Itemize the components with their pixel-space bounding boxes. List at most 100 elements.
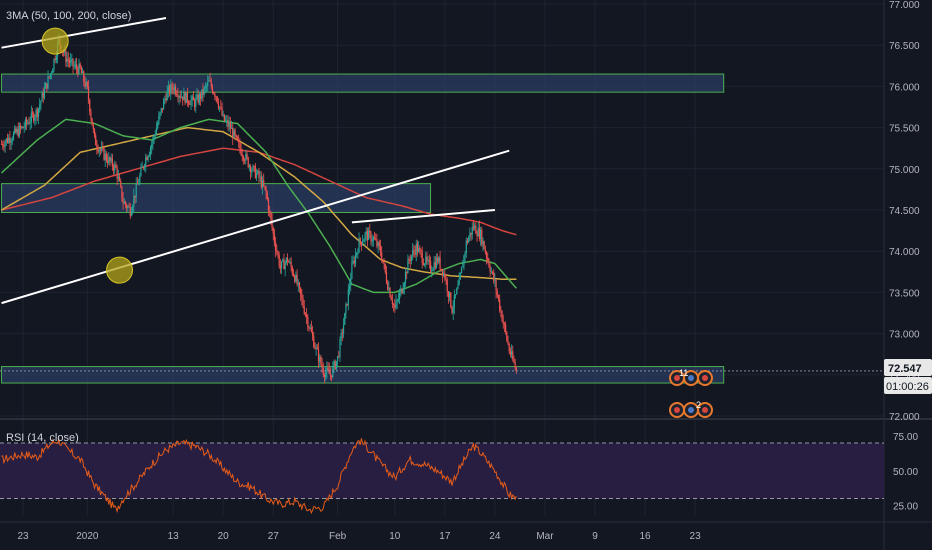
- candle-body: [381, 252, 383, 261]
- candle-body: [329, 374, 332, 376]
- candle-body: [14, 128, 16, 133]
- trendline[interactable]: [351, 209, 495, 224]
- candle-body: [422, 262, 424, 265]
- candle-body: [359, 238, 361, 242]
- candle-body: [108, 157, 110, 164]
- candle-body: [33, 113, 35, 121]
- candle-body: [362, 241, 364, 245]
- candle-body: [477, 227, 479, 237]
- candle-body: [46, 83, 48, 89]
- candle-body: [345, 303, 347, 314]
- candle-body: [476, 233, 478, 237]
- countdown-badge: [884, 377, 932, 394]
- candle-body: [87, 86, 90, 100]
- candle-body: [2, 144, 4, 147]
- trendline[interactable]: [1, 17, 167, 49]
- event-markers[interactable]: 11 2: [669, 368, 713, 418]
- candle-body: [132, 206, 134, 212]
- candle-body: [438, 257, 440, 263]
- candle-body: [400, 288, 402, 293]
- candle-body: [357, 252, 359, 254]
- time-axis[interactable]: 23 2020 13 20 27 Feb 10 17 24 Mar 9 16 23: [17, 531, 701, 542]
- candle-body: [410, 255, 413, 261]
- candle-body: [491, 271, 494, 273]
- time-tick-label: Mar: [536, 531, 554, 542]
- candle-body: [396, 300, 398, 302]
- candle-body: [71, 58, 73, 60]
- candle-body: [5, 138, 7, 143]
- rsi-tick-label: 25.00: [893, 502, 918, 513]
- candle-body: [508, 344, 510, 352]
- candle-body: [323, 374, 326, 377]
- candle-body: [433, 262, 435, 270]
- candle-body: [295, 274, 297, 282]
- candle-body: [99, 149, 102, 151]
- price-tick-label: 74.000: [889, 247, 920, 258]
- candle-body: [203, 87, 205, 95]
- price-zone: [1, 183, 432, 213]
- earnings-flag-icon: [702, 407, 708, 413]
- candle-body: [180, 96, 183, 98]
- candle-body: [168, 86, 171, 94]
- candle-body: [18, 125, 21, 137]
- candle-body: [431, 270, 433, 272]
- candles: [0, 33, 517, 384]
- candle-body: [347, 289, 349, 306]
- main-indicator-label[interactable]: 3MA (50, 100, 200, close): [6, 10, 131, 22]
- price-tick-label: 73.500: [889, 288, 920, 299]
- support-resistance-zones: [1, 73, 725, 384]
- candle-body: [120, 181, 122, 187]
- candle-body: [360, 241, 363, 245]
- event-count-badge: 11: [679, 368, 688, 378]
- candle-body: [42, 92, 44, 98]
- candle-body: [145, 157, 147, 166]
- price-axis[interactable]: 72.000 72.500 73.000 73.500 74.000 74.500 75.0…: [889, 0, 920, 513]
- candle-body: [408, 259, 410, 261]
- trendlines[interactable]: [1, 17, 510, 305]
- candle-body: [310, 327, 312, 332]
- candle-body: [356, 252, 358, 255]
- rsi-band: [0, 442, 884, 500]
- candle-body: [264, 185, 266, 188]
- candle-body: [373, 237, 376, 240]
- candle-body: [257, 170, 259, 174]
- price-badge: [884, 359, 932, 376]
- candle-body: [331, 375, 333, 377]
- time-tick-label: 23: [17, 531, 29, 542]
- candle-body: [314, 347, 316, 349]
- candle-body: [423, 264, 426, 265]
- candle-body: [395, 301, 397, 308]
- candle-body: [499, 299, 501, 311]
- candle-body: [66, 58, 68, 62]
- candle-body: [263, 180, 265, 186]
- candle-body: [365, 231, 367, 235]
- candle-body: [123, 201, 125, 204]
- candle-body: [153, 136, 155, 138]
- candle-body: [90, 111, 92, 119]
- candle-body: [184, 92, 186, 103]
- candle-body: [215, 96, 217, 98]
- candle-body: [285, 257, 287, 263]
- candle-body: [284, 262, 286, 270]
- candle-body: [335, 360, 338, 369]
- candle-body: [332, 366, 334, 377]
- candle-body: [91, 118, 93, 126]
- candle-body: [298, 282, 301, 288]
- candle-body: [103, 148, 105, 160]
- candle-body: [253, 165, 255, 167]
- candle-body: [451, 307, 453, 313]
- candle-body: [244, 160, 246, 161]
- candle-body: [471, 227, 473, 235]
- candle-body: [301, 294, 303, 299]
- candle-body: [271, 218, 273, 228]
- candle-body: [93, 128, 96, 136]
- time-tick-label: 24: [489, 531, 501, 542]
- candle-body: [254, 166, 256, 178]
- candle-body: [366, 231, 368, 240]
- candle-body: [344, 313, 346, 325]
- candle-body: [434, 262, 436, 268]
- rsi-indicator-label[interactable]: RSI (14, close): [6, 432, 79, 444]
- trendline[interactable]: [1, 149, 510, 305]
